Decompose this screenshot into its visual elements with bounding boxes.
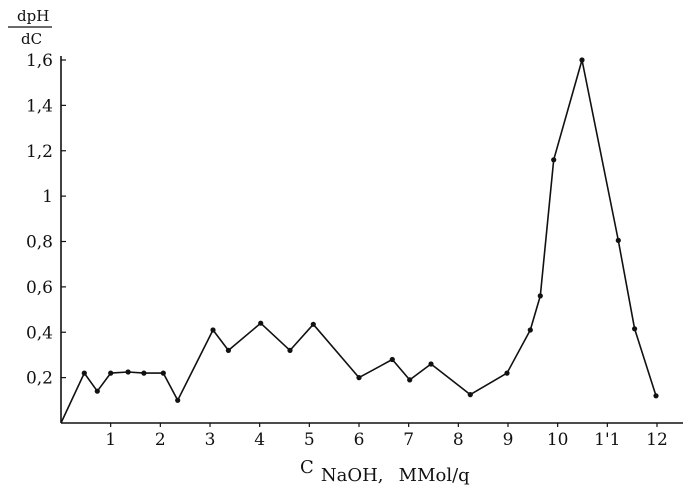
data-point [126,369,131,374]
data-point [356,375,361,380]
data-point [653,393,658,398]
x-ticks: 1 2 3 4 5 6 7 8 9 10 1'1 12 [105,423,668,450]
x-tick-label: 8 [453,430,464,450]
y-tick-label: 1 [42,187,53,207]
data-point [287,348,292,353]
y-tick-label: 0,6 [26,278,53,298]
y-tick-label: 1,4 [26,96,53,116]
x-tick-label: 3 [205,430,216,450]
data-point [528,327,533,332]
data-point [210,327,215,332]
y-tick-label: 1,2 [26,142,53,162]
axes [61,56,683,423]
y-tick-label: 0,4 [26,323,53,343]
data-point [468,392,473,397]
data-point [428,361,433,366]
data-point [504,371,509,376]
data-point [258,321,263,326]
data-point [108,371,113,376]
x-tick-label: 10 [547,430,569,450]
series-line [61,60,656,423]
y-axis-label-numerator: dpH [17,7,49,25]
data-point [632,326,637,331]
y-tick-label: 0,8 [26,233,53,253]
data-point [95,389,100,394]
y-ticks: 0,2 0,4 0,6 0,8 1 1,2 1,4 1,6 [26,51,66,389]
x-axis-label-main: C [300,457,314,478]
x-tick-label: 4 [254,430,265,450]
data-point [82,371,87,376]
y-tick-label: 1,6 [26,51,53,71]
data-points [82,57,659,403]
y-axis-label-denominator: dC [21,30,42,48]
x-tick-label: 7 [403,430,414,450]
data-point [407,377,412,382]
x-tick-label: 2 [155,430,166,450]
data-point [141,371,146,376]
data-point [551,157,556,162]
x-tick-label: 5 [304,430,315,450]
data-point [311,322,316,327]
data-point [616,238,621,243]
data-point [175,398,180,403]
data-point [538,293,543,298]
x-tick-label: 12 [646,430,668,450]
data-point [161,371,166,376]
x-axis-label: C NaOH, MMol/q [300,457,470,486]
data-point [579,57,584,62]
x-axis-label-subscript: NaOH, [321,465,384,486]
y-axis-label: dpH dC [8,7,52,48]
y-tick-label: 0,2 [26,369,53,389]
x-tick-label: 9 [503,430,514,450]
x-tick-label: 1'1 [594,430,620,450]
x-axis-label-unit: MMol/q [399,465,470,486]
x-tick-label: 1 [105,430,116,450]
x-tick-label: 6 [354,430,365,450]
data-point [390,357,395,362]
data-point [226,348,231,353]
